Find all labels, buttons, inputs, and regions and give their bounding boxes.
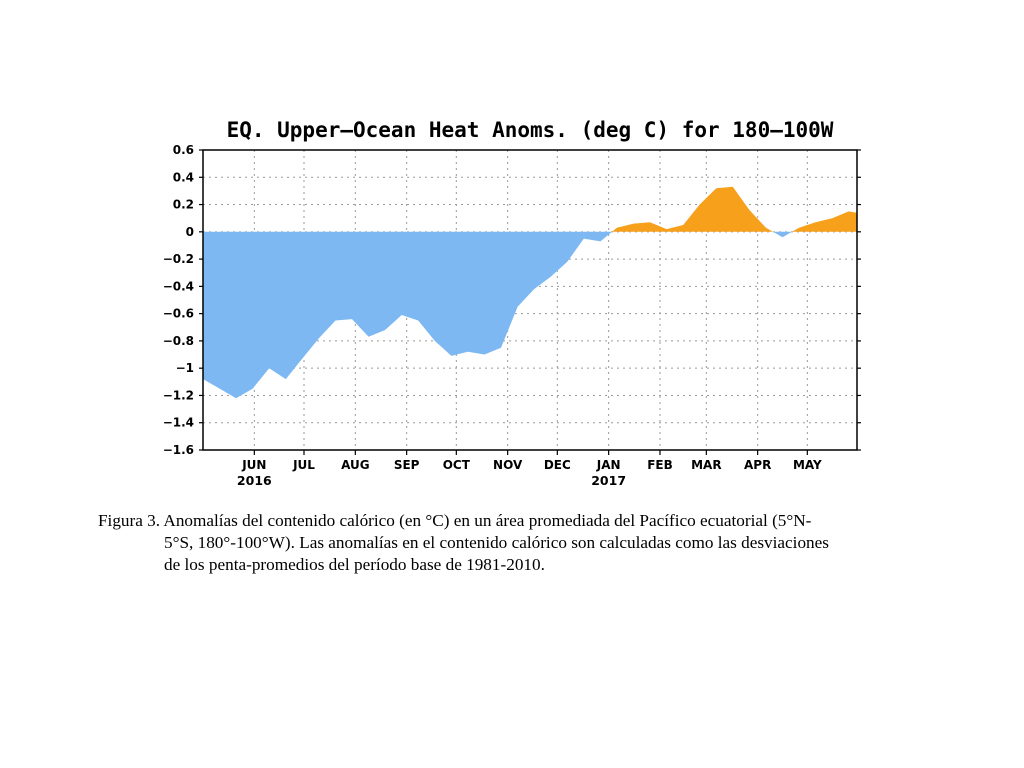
axes	[199, 149, 861, 455]
x-tick-label: JUL	[292, 458, 315, 472]
x-tick-label: JAN	[596, 458, 621, 472]
caption-line-2: 5°S, 180°-100°W). Las anomalías en el co…	[164, 533, 829, 552]
positive-anomaly-area	[792, 211, 857, 232]
y-tick-label: −0.4	[163, 279, 194, 293]
x-tick-label: OCT	[443, 458, 471, 472]
x-tick-label: JUN	[241, 458, 266, 472]
x-tick-label: NOV	[493, 458, 523, 472]
y-tick-label: −0.6	[163, 307, 194, 321]
y-tick-label: 0	[186, 225, 194, 239]
heat-anomaly-chart: EQ. Upper—Ocean Heat Anoms. (deg C) for …	[163, 118, 861, 488]
y-tick-label: −1.4	[163, 416, 194, 430]
y-tick-label: −0.8	[163, 334, 194, 348]
caption-line-1: Figura 3. Anomalías del contenido calóri…	[98, 511, 812, 530]
x-tick-label: FEB	[647, 458, 673, 472]
y-tick-label: 0.4	[173, 170, 194, 184]
x-tick-label: AUG	[341, 458, 370, 472]
positive-anomaly-area	[612, 186, 773, 232]
x-tick-label: MAY	[793, 458, 822, 472]
y-tick-label: −1	[176, 361, 194, 375]
negative-anomaly-area	[773, 231, 792, 238]
x-tick-label: APR	[744, 458, 771, 472]
x-year-label: 2017	[591, 473, 626, 488]
x-tick-label: DEC	[544, 458, 571, 472]
figure-caption: Figura 3. Anomalías del contenido calóri…	[98, 510, 958, 576]
plot-frame	[202, 149, 858, 451]
caption-line-3: de los penta-promedios del período base …	[164, 555, 545, 574]
negative-anomaly-area	[203, 231, 612, 399]
x-tick-label: MAR	[691, 458, 721, 472]
x-tick-label: SEP	[394, 458, 420, 472]
y-tick-label: 0.6	[173, 143, 194, 157]
y-tick-label: −0.2	[163, 252, 194, 266]
anomaly-fill	[203, 186, 857, 399]
y-tick-label: −1.2	[163, 388, 194, 402]
chart-title: EQ. Upper—Ocean Heat Anoms. (deg C) for …	[227, 118, 834, 142]
x-year-label: 2016	[237, 473, 272, 488]
y-tick-label: −1.6	[163, 443, 194, 457]
tick-labels: 0.6 0.4 0.2 0 −0.2 −0.4 −0.6 −0.8 −1 −1.2 −1.4 −1.6…	[163, 143, 822, 488]
y-tick-label: 0.2	[173, 198, 194, 212]
